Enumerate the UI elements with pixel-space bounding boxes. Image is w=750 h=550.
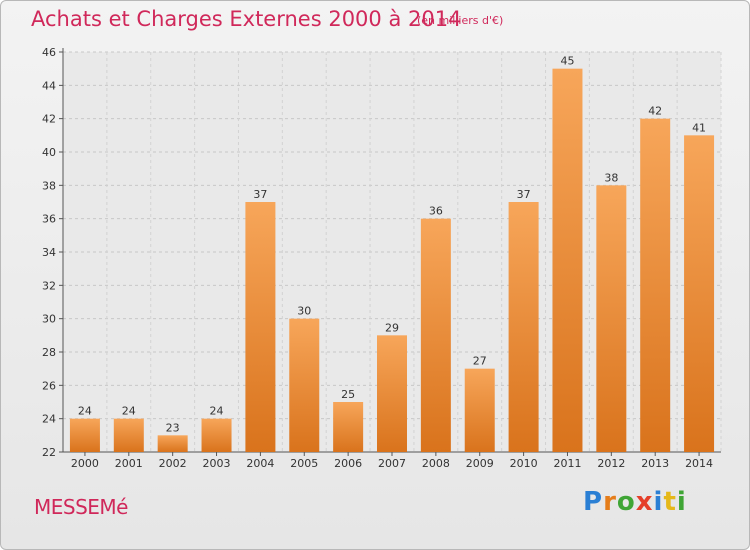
y-tick-label: 22 (42, 446, 56, 459)
data-label: 45 (560, 55, 574, 68)
bar (552, 68, 583, 453)
bars (69, 68, 715, 453)
bar (377, 335, 407, 452)
x-tick-label: 2006 (334, 457, 362, 470)
data-label: 24 (210, 405, 224, 418)
bar (420, 218, 451, 452)
y-tick-label: 32 (42, 279, 56, 292)
chart-subtitle: (en milliers d'€) (417, 14, 504, 27)
logo-letter: o (616, 487, 636, 517)
logo-letter: r (603, 487, 617, 517)
y-tick-label: 30 (42, 313, 56, 326)
bar (113, 418, 144, 452)
x-tick-label: 2013 (641, 457, 669, 470)
logo-letter: P (583, 487, 604, 517)
data-label: 24 (78, 405, 92, 418)
bar (684, 135, 715, 453)
x-tick-label: 2002 (159, 457, 187, 470)
y-tick-label: 44 (42, 79, 56, 92)
bar (596, 185, 627, 453)
x-tick-label: 2009 (466, 457, 494, 470)
y-tick-label: 36 (42, 213, 56, 226)
x-tick-label: 2003 (203, 457, 231, 470)
bar (640, 118, 671, 453)
logo-letter: t (663, 487, 677, 517)
chart-title: Achats et Charges Externes 2000 à 2014 (31, 7, 462, 31)
x-tick-label: 2012 (597, 457, 625, 470)
y-tick-label: 24 (42, 413, 56, 426)
y-tick-label: 34 (42, 246, 56, 259)
bar (289, 318, 320, 452)
logo-letter: i (676, 487, 687, 517)
x-tick-label: 2014 (685, 457, 713, 470)
data-label: 29 (385, 321, 399, 334)
data-label: 41 (692, 121, 706, 134)
y-tick-label: 46 (42, 46, 56, 59)
data-label: 25 (341, 388, 355, 401)
x-tick-label: 2004 (246, 457, 274, 470)
bar (333, 402, 364, 452)
commune-name: MESSEMé (34, 495, 128, 519)
data-label: 36 (429, 205, 443, 218)
x-tick-label: 2001 (115, 457, 143, 470)
y-tick-label: 28 (42, 346, 56, 359)
logo-letter: i (653, 487, 664, 517)
data-label: 42 (648, 105, 662, 118)
x-tick-label: 2005 (290, 457, 318, 470)
data-label: 38 (604, 171, 618, 184)
bar (201, 418, 232, 452)
bar (464, 368, 495, 452)
y-tick-label: 40 (42, 146, 56, 159)
y-tick-label: 38 (42, 179, 56, 192)
bar (69, 418, 100, 452)
bar (245, 202, 276, 452)
data-label: 37 (517, 188, 531, 201)
x-tick-label: 2010 (510, 457, 538, 470)
data-label: 24 (122, 405, 136, 418)
y-tick-label: 42 (42, 113, 56, 126)
x-tick-label: 2008 (422, 457, 450, 470)
y-tick-label: 26 (42, 379, 56, 392)
bar (157, 435, 188, 452)
data-label: 23 (166, 421, 180, 434)
proxiti-logo[interactable]: Proxiti (583, 487, 687, 517)
logo-letter: x (635, 487, 654, 517)
x-tick-label: 2000 (71, 457, 99, 470)
data-label: 27 (473, 355, 487, 368)
data-label: 30 (297, 305, 311, 318)
data-label: 37 (253, 188, 267, 201)
x-tick-label: 2007 (378, 457, 406, 470)
x-tick-label: 2011 (553, 457, 581, 470)
bar (508, 202, 539, 452)
labels: 24 2000 24 2001 23 2002 24 2003 37 2004 30 2005 25 20… (71, 55, 713, 470)
